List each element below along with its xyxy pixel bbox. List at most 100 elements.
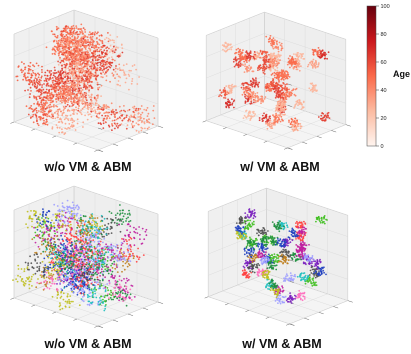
data-point [45, 231, 48, 233]
data-point [261, 118, 264, 120]
data-point [263, 98, 266, 100]
data-point [68, 54, 71, 57]
data-point [65, 74, 68, 77]
data-point [238, 51, 240, 54]
data-point [252, 55, 255, 58]
data-point [280, 54, 282, 57]
data-point [237, 66, 240, 69]
data-point [96, 48, 99, 51]
data-point [72, 32, 75, 34]
data-point [299, 53, 302, 55]
data-point [78, 73, 81, 75]
data-point [88, 47, 90, 50]
data-point [275, 42, 278, 45]
data-point [70, 27, 73, 30]
data-point [119, 53, 122, 55]
data-point [61, 41, 64, 44]
data-point [262, 69, 264, 72]
data-point [56, 126, 59, 129]
data-point [296, 52, 299, 54]
data-point [83, 34, 86, 37]
data-point [93, 55, 95, 58]
data-point [60, 120, 63, 123]
data-point [285, 91, 287, 94]
data-point [261, 120, 264, 122]
data-point [250, 66, 252, 68]
data-point [312, 51, 315, 53]
data-point [124, 290, 127, 293]
data-point [136, 83, 139, 85]
data-point [265, 90, 268, 92]
data-point [87, 74, 90, 77]
data-point [43, 83, 45, 85]
data-point [54, 69, 56, 72]
data-point [104, 294, 107, 297]
data-point [131, 78, 134, 80]
data-point [120, 109, 123, 112]
data-point [320, 114, 323, 117]
data-point [46, 82, 49, 85]
data-point [287, 75, 289, 77]
data-point [132, 120, 134, 123]
data-point [87, 239, 90, 242]
data-point [250, 100, 253, 103]
data-point [57, 79, 60, 82]
data-point [81, 66, 83, 69]
data-point [97, 61, 99, 64]
data-point [250, 102, 253, 105]
data-point [269, 89, 272, 92]
data-point [100, 72, 102, 75]
data-point [124, 74, 127, 76]
data-point [249, 54, 252, 57]
data-point [97, 87, 99, 89]
data-point [90, 115, 93, 118]
data-point [129, 220, 132, 222]
data-point [71, 75, 74, 77]
data-point [28, 287, 31, 290]
data-point [73, 113, 75, 115]
data-point [102, 66, 105, 68]
data-point [271, 46, 274, 48]
data-point [79, 111, 82, 114]
data-point [105, 75, 108, 77]
data-point [62, 49, 65, 51]
data-point [76, 293, 79, 296]
data-point [60, 30, 63, 33]
data-point [254, 101, 257, 104]
data-point [231, 98, 233, 100]
data-point [33, 85, 36, 87]
data-point [61, 131, 64, 134]
data-point [69, 37, 72, 40]
data-point [96, 59, 99, 62]
data-point [93, 245, 96, 248]
data-point [25, 280, 27, 282]
data-point [29, 81, 32, 84]
data-point [232, 100, 235, 103]
data-point [90, 108, 92, 110]
data-point [90, 93, 93, 96]
data-point [265, 52, 268, 54]
data-point [277, 114, 279, 117]
data-point [87, 57, 89, 60]
data-point [130, 82, 133, 85]
data-point [79, 219, 81, 222]
data-point [317, 50, 320, 52]
data-point [75, 25, 78, 27]
data-point [57, 121, 60, 123]
data-point [94, 71, 97, 74]
axis-tick [316, 136, 322, 139]
data-point [27, 68, 30, 70]
data-point [123, 278, 125, 280]
data-point [56, 94, 59, 96]
data-point [245, 90, 248, 93]
data-point [29, 93, 31, 95]
data-point [118, 105, 121, 108]
data-point [152, 109, 155, 112]
data-point [220, 91, 223, 94]
data-point [78, 217, 80, 220]
data-point [244, 63, 247, 66]
data-point [286, 83, 288, 86]
data-point [257, 85, 260, 88]
data-point [88, 31, 91, 33]
data-point [72, 93, 75, 96]
